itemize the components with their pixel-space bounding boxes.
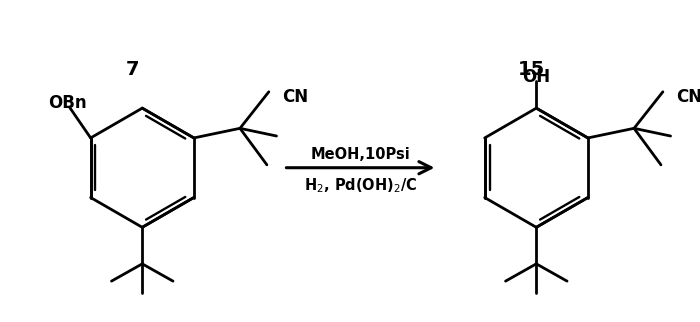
Text: MeOH,10Psi: MeOH,10Psi <box>311 147 410 162</box>
Text: CN: CN <box>676 88 700 106</box>
Text: CN: CN <box>282 88 309 106</box>
Text: 7: 7 <box>126 60 139 79</box>
Text: OH: OH <box>522 68 550 86</box>
Text: 15: 15 <box>518 60 545 79</box>
Text: OBn: OBn <box>48 94 87 112</box>
Text: H$_2$, Pd(OH)$_2$/C: H$_2$, Pd(OH)$_2$/C <box>304 176 417 194</box>
